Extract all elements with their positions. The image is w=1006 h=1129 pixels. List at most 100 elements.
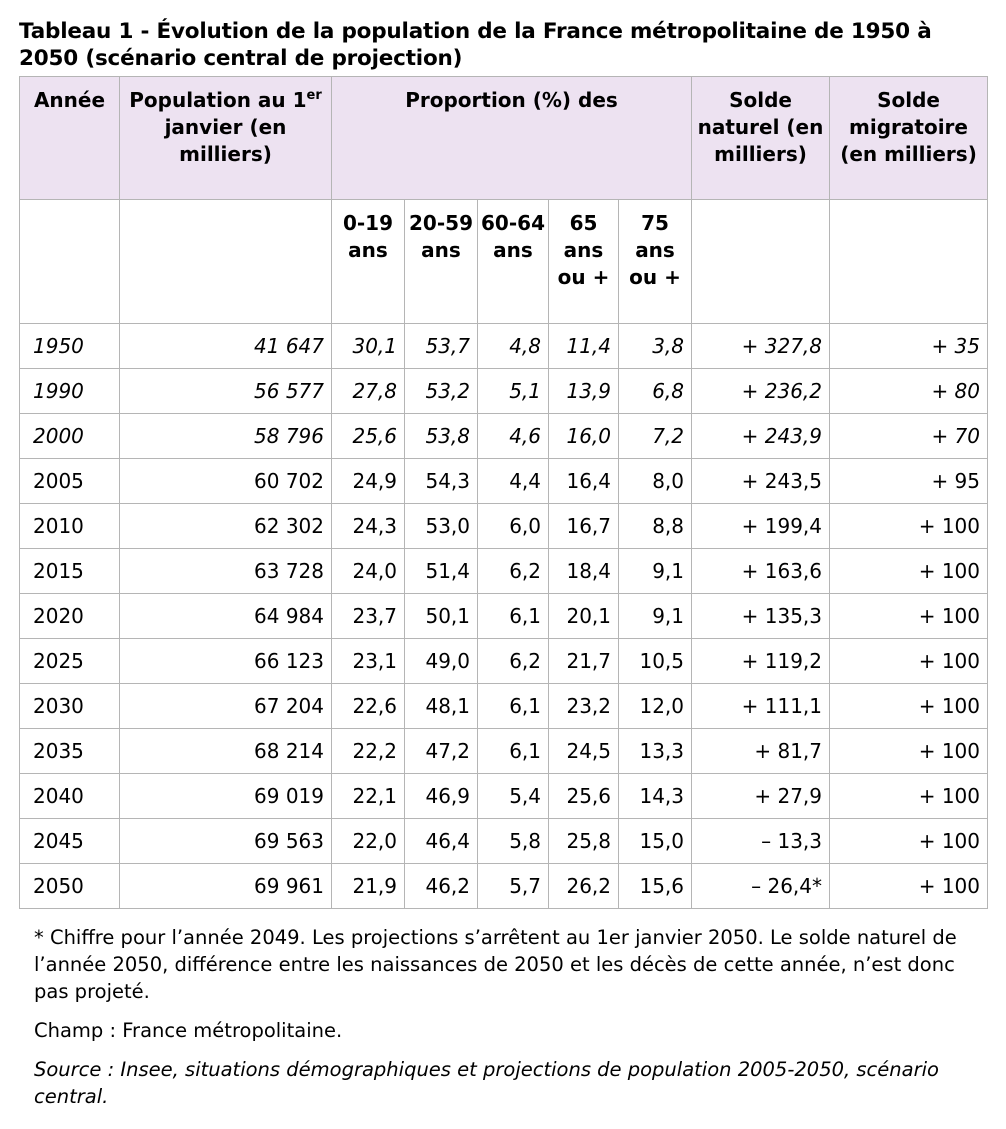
cell-population: 41 647 — [119, 323, 332, 369]
cell-p75: 7,2 — [617, 413, 693, 459]
header-age-65-plus: 65 ans ou + — [548, 199, 619, 324]
cell-p60_64: 6,1 — [477, 728, 549, 774]
cell-p0_19: 27,8 — [331, 368, 405, 414]
cell-p20_59: 47,2 — [404, 728, 478, 774]
cell-migratoire: + 80 — [829, 368, 989, 414]
cell-naturel: + 199,4 — [691, 503, 831, 549]
header-population-sup: er — [306, 88, 322, 103]
cell-population: 66 123 — [119, 638, 332, 684]
cell-p20_59: 53,2 — [404, 368, 478, 414]
cell-p65: 20,1 — [548, 593, 619, 639]
cell-migratoire: + 95 — [829, 458, 989, 504]
cell-year: 2030 — [19, 683, 120, 729]
header-empty-population — [119, 199, 332, 324]
cell-p65: 25,6 — [548, 773, 619, 819]
table-row: 2025 66 123 23,1 49,0 6,2 21,7 10,5 + 119,2 + 10… — [19, 638, 989, 684]
cell-naturel: + 236,2 — [691, 368, 831, 414]
cell-naturel: + 119,2 — [691, 638, 831, 684]
cell-year: 2020 — [19, 593, 120, 639]
cell-p20_59: 53,0 — [404, 503, 478, 549]
header-population: Population au 1er janvier (en milliers) — [119, 76, 332, 200]
header-age-60-64: 60-64 ans — [477, 199, 549, 324]
table-row: 2010 62 302 24,3 53,0 6,0 16,7 8,8 + 199,4 + 100 — [19, 503, 989, 549]
cell-p65: 23,2 — [548, 683, 619, 729]
cell-naturel: – 26,4* — [691, 863, 831, 909]
cell-population: 56 577 — [119, 368, 332, 414]
header-population-part1: Population au 1 — [129, 88, 307, 112]
cell-p0_19: 24,0 — [331, 548, 405, 594]
cell-p0_19: 23,7 — [331, 593, 405, 639]
cell-p0_19: 25,6 — [331, 413, 405, 459]
table-row: 2000 58 796 25,6 53,8 4,6 16,0 7,2 + 243,9 + 70 — [19, 413, 989, 459]
cell-p75: 10,5 — [617, 638, 693, 684]
cell-naturel: + 27,9 — [691, 773, 831, 819]
cell-migratoire: + 100 — [829, 593, 989, 639]
cell-migratoire: + 100 — [829, 728, 989, 774]
table-row: 2020 64 984 23,7 50,1 6,1 20,1 9,1 + 135,3 + 100 — [19, 593, 989, 639]
cell-p75: 9,1 — [617, 593, 693, 639]
cell-year: 2005 — [19, 458, 120, 504]
cell-p65: 18,4 — [548, 548, 619, 594]
cell-p75: 8,8 — [617, 503, 693, 549]
cell-naturel: + 243,5 — [691, 458, 831, 504]
cell-population: 69 961 — [119, 863, 332, 909]
cell-population: 69 563 — [119, 818, 332, 864]
cell-year: 2010 — [19, 503, 120, 549]
cell-p60_64: 5,1 — [477, 368, 549, 414]
cell-population: 58 796 — [119, 413, 332, 459]
header-age-20-59: 20-59 ans — [404, 199, 478, 324]
cell-population: 63 728 — [119, 548, 332, 594]
cell-p65: 13,9 — [548, 368, 619, 414]
cell-p20_59: 54,3 — [404, 458, 478, 504]
cell-naturel: + 111,1 — [691, 683, 831, 729]
header-proportion: Proportion (%) des — [330, 76, 693, 200]
header-solde-naturel: Solde naturel (en milliers) — [691, 76, 831, 200]
table-row: 1950 41 647 30,1 53,7 4,8 11,4 3,8 + 327,8 + 35 — [19, 323, 989, 369]
cell-population: 64 984 — [119, 593, 332, 639]
cell-p60_64: 4,8 — [477, 323, 549, 369]
cell-year: 2045 — [19, 818, 120, 864]
header-empty-naturel — [691, 199, 831, 324]
cell-naturel: + 327,8 — [691, 323, 831, 369]
cell-p0_19: 24,3 — [331, 503, 405, 549]
cell-p0_19: 22,2 — [331, 728, 405, 774]
cell-migratoire: + 100 — [829, 818, 989, 864]
cell-p75: 12,0 — [617, 683, 693, 729]
cell-p0_19: 22,1 — [331, 773, 405, 819]
table-row: 2045 69 563 22,0 46,4 5,8 25,8 15,0– 13,3 + 100 — [19, 818, 989, 864]
cell-p75: 3,8 — [617, 323, 693, 369]
population-table: Année Population au 1er janvier (en mill… — [19, 76, 989, 909]
table-row: 2015 63 728 24,0 51,4 6,2 18,4 9,1 + 163,6 + 100 — [19, 548, 989, 594]
cell-year: 2025 — [19, 638, 120, 684]
cell-migratoire: + 100 — [829, 773, 989, 819]
cell-p60_64: 5,8 — [477, 818, 549, 864]
table-row: 2030 67 204 22,6 48,1 6,1 23,2 12,0 + 111,1 + 10… — [19, 683, 989, 729]
table-row: 1990 56 577 27,8 53,2 5,1 13,9 6,8 + 236,2 + 80 — [19, 368, 989, 414]
cell-population: 67 204 — [119, 683, 332, 729]
cell-naturel: + 163,6 — [691, 548, 831, 594]
cell-p60_64: 5,4 — [477, 773, 549, 819]
cell-population: 62 302 — [119, 503, 332, 549]
table-row: 2005 60 702 24,9 54,3 4,4 16,4 8,0 + 243,5 + 95 — [19, 458, 989, 504]
cell-year: 1950 — [19, 323, 120, 369]
cell-p75: 14,3 — [617, 773, 693, 819]
cell-p65: 16,4 — [548, 458, 619, 504]
header-empty-annee — [19, 199, 120, 324]
header-empty-migratoire — [829, 199, 989, 324]
cell-p20_59: 49,0 — [404, 638, 478, 684]
cell-population: 60 702 — [119, 458, 332, 504]
cell-p20_59: 51,4 — [404, 548, 478, 594]
cell-p60_64: 6,0 — [477, 503, 549, 549]
header-solde-migratoire: Solde migratoire (en milliers) — [829, 76, 989, 200]
champ-note: Champ : France métropolitaine. — [34, 1019, 343, 1042]
cell-population: 69 019 — [119, 773, 332, 819]
source-note: Source : Insee, situations démographique… — [34, 1058, 939, 1108]
cell-p75: 15,0 — [617, 818, 693, 864]
cell-p65: 21,7 — [548, 638, 619, 684]
table-body: 1950 41 647 30,1 53,7 4,8 11,4 3,8 + 327,8 + 35 1… — [19, 323, 989, 909]
cell-p65: 16,7 — [548, 503, 619, 549]
cell-migratoire: + 100 — [829, 638, 989, 684]
cell-year: 2015 — [19, 548, 120, 594]
cell-naturel: + 135,3 — [691, 593, 831, 639]
cell-p65: 26,2 — [548, 863, 619, 909]
